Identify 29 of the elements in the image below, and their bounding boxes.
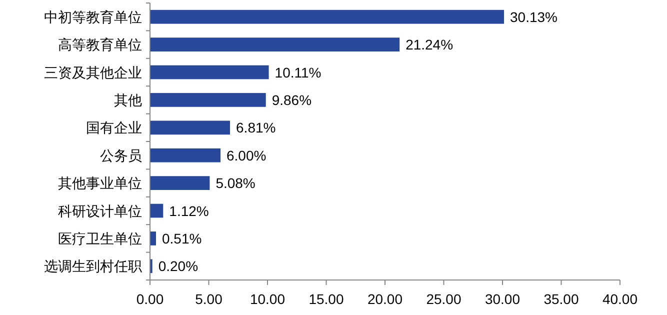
y-tick-label: 公务员 (100, 147, 142, 164)
data-label: 0.51% (162, 230, 202, 246)
y-tick-label: 选调生到村任职 (44, 258, 142, 274)
y-tick-label: 科研设计单位 (58, 202, 142, 219)
y-tick-label: 国有企业 (86, 120, 142, 136)
data-label: 6.81% (236, 120, 276, 136)
y-tick-label: 中初等教育单位 (44, 8, 142, 25)
data-label: 9.86% (272, 92, 312, 108)
x-tick-label: 30.00 (484, 291, 520, 307)
y-tick-label: 其他事业单位 (58, 175, 142, 192)
x-tick-label: 35.00 (544, 291, 579, 307)
x-tick-label: 15.00 (308, 291, 344, 307)
data-label: 1.12% (169, 202, 209, 219)
x-tick-label: 25.00 (426, 291, 462, 307)
data-label: 0.20% (158, 258, 198, 274)
x-tick-label: 5.00 (195, 291, 223, 307)
data-label: 10.11% (274, 64, 322, 80)
x-tick-label: 0.00 (136, 291, 164, 307)
data-label: 30.13% (510, 8, 558, 25)
y-tick-label: 医疗卫生单位 (58, 230, 142, 246)
y-tick-label: 其他 (114, 92, 142, 108)
x-tick-label: 10.00 (250, 291, 286, 307)
x-tick-label: 40.00 (602, 291, 638, 307)
data-label: 5.08% (216, 175, 256, 192)
y-tick-label: 高等教育单位 (58, 36, 142, 53)
x-tick-label: 20.00 (367, 291, 403, 307)
y-tick-label: 三资及其他企业 (44, 64, 142, 80)
data-label: 6.00% (226, 147, 266, 164)
data-label: 21.24% (406, 36, 454, 53)
